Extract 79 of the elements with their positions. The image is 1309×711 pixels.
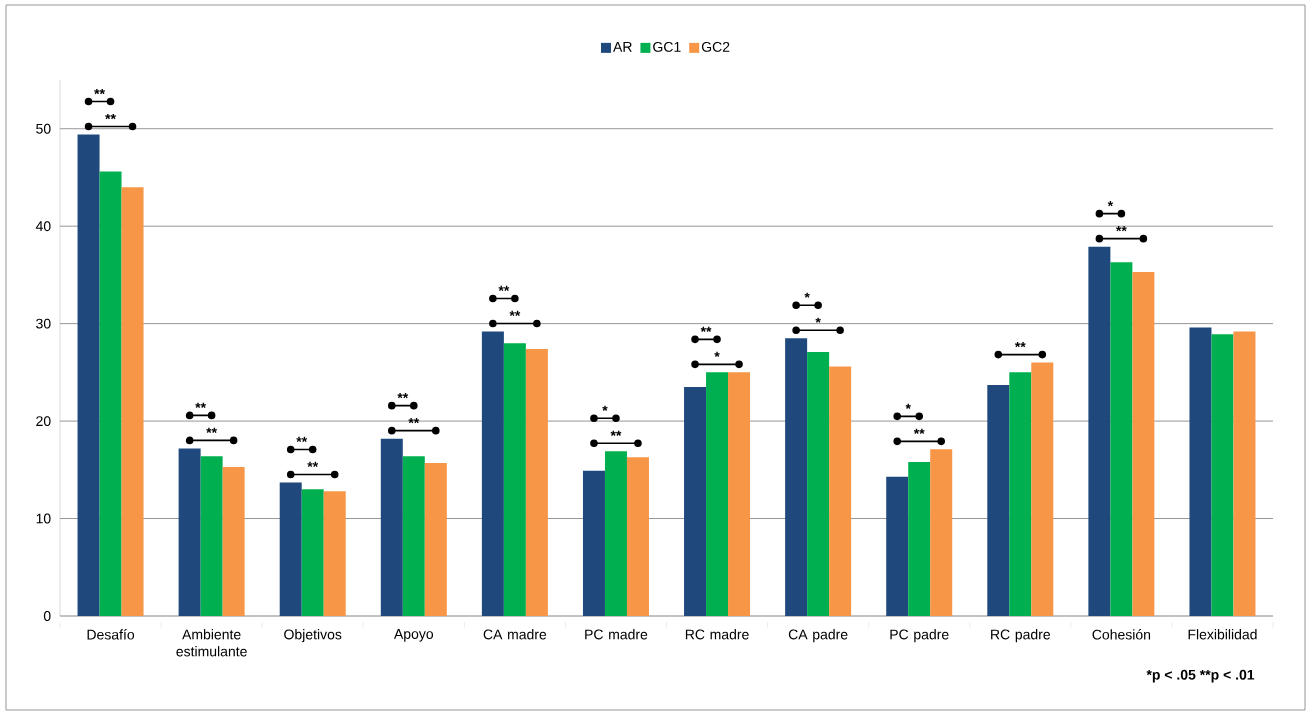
x-tick-label: Apoyo [393, 629, 434, 642]
x-tick-label: Cohesión [1092, 629, 1151, 640]
bar [1031, 362, 1054, 616]
bar [178, 448, 201, 616]
bar [200, 456, 223, 616]
bar [503, 343, 526, 616]
y-tick-label: 50 [36, 123, 51, 134]
bar [99, 171, 122, 616]
bar [402, 456, 425, 616]
annotation: ** [408, 418, 420, 424]
y-tick-label: 40 [35, 221, 51, 232]
bar [1189, 327, 1212, 616]
x-tick-label: PC padre [890, 629, 949, 643]
annotation: * [905, 403, 911, 409]
x-tick-label: CA madre [483, 629, 547, 640]
annotation: * [714, 351, 720, 357]
bar [121, 187, 144, 616]
bar [1132, 271, 1155, 616]
y-tick-label: 0 [43, 611, 51, 621]
bar [1009, 372, 1032, 616]
annotation: ** [610, 430, 622, 436]
annotation: ** [307, 461, 319, 468]
x-tick-label: RC padre [991, 629, 1051, 643]
bar [222, 466, 245, 616]
legend-label: GC2 [701, 41, 730, 52]
y-tick-label: 30 [36, 318, 51, 329]
annotation: ** [195, 402, 207, 408]
bar [785, 338, 808, 616]
annotation: * [815, 317, 821, 323]
bar [424, 463, 447, 616]
annotation: ** [397, 393, 409, 399]
bar [886, 476, 909, 616]
bar [301, 489, 324, 616]
annotation: ** [913, 428, 925, 434]
bar [706, 372, 729, 616]
bar [987, 385, 1010, 616]
annotation: * [804, 292, 810, 298]
bar [604, 451, 627, 616]
annotation: ** [1115, 226, 1127, 232]
annotation: * [602, 405, 608, 411]
bar [829, 366, 852, 616]
annotation: ** [206, 427, 218, 433]
bar [323, 491, 346, 616]
bar [525, 348, 548, 616]
x-tick-label: Flexibilidad [1188, 629, 1257, 640]
bar [1110, 262, 1133, 616]
annotation: ** [509, 310, 521, 317]
x-tick-label: Ambiente estimulante [176, 629, 247, 657]
bar [380, 438, 403, 616]
annotation: ** [105, 113, 116, 120]
bar [1233, 331, 1256, 616]
annotation: * [1107, 201, 1114, 207]
bar [728, 372, 751, 616]
bar [279, 482, 302, 616]
legend-label: GC1 [653, 41, 681, 52]
bar [908, 462, 931, 616]
annotation: ** [1014, 341, 1026, 348]
legend-label: AR [613, 42, 632, 52]
bar [77, 134, 100, 616]
x-tick-label: Desafío [87, 629, 135, 640]
annotation: ** [700, 326, 712, 332]
x-tick-label: CA padre [788, 629, 848, 643]
text: *p < .05 **p < .01 [1146, 669, 1255, 683]
annotation: ** [94, 88, 105, 95]
bar [481, 331, 504, 616]
bar [626, 457, 649, 616]
annotation: ** [296, 436, 308, 443]
annotation: ** [498, 285, 510, 292]
y-tick-label: 10 [36, 513, 51, 524]
x-tick-label: Objetivos [284, 629, 342, 643]
bar [684, 386, 707, 616]
bar [807, 351, 830, 616]
y-tick-label: 20 [36, 416, 51, 427]
bar [582, 470, 605, 616]
x-tick-label: RC madre [685, 629, 749, 640]
x-tick-label: PC madre [585, 629, 648, 640]
bar [1088, 246, 1111, 616]
bar [930, 449, 953, 616]
bar [1211, 334, 1234, 616]
